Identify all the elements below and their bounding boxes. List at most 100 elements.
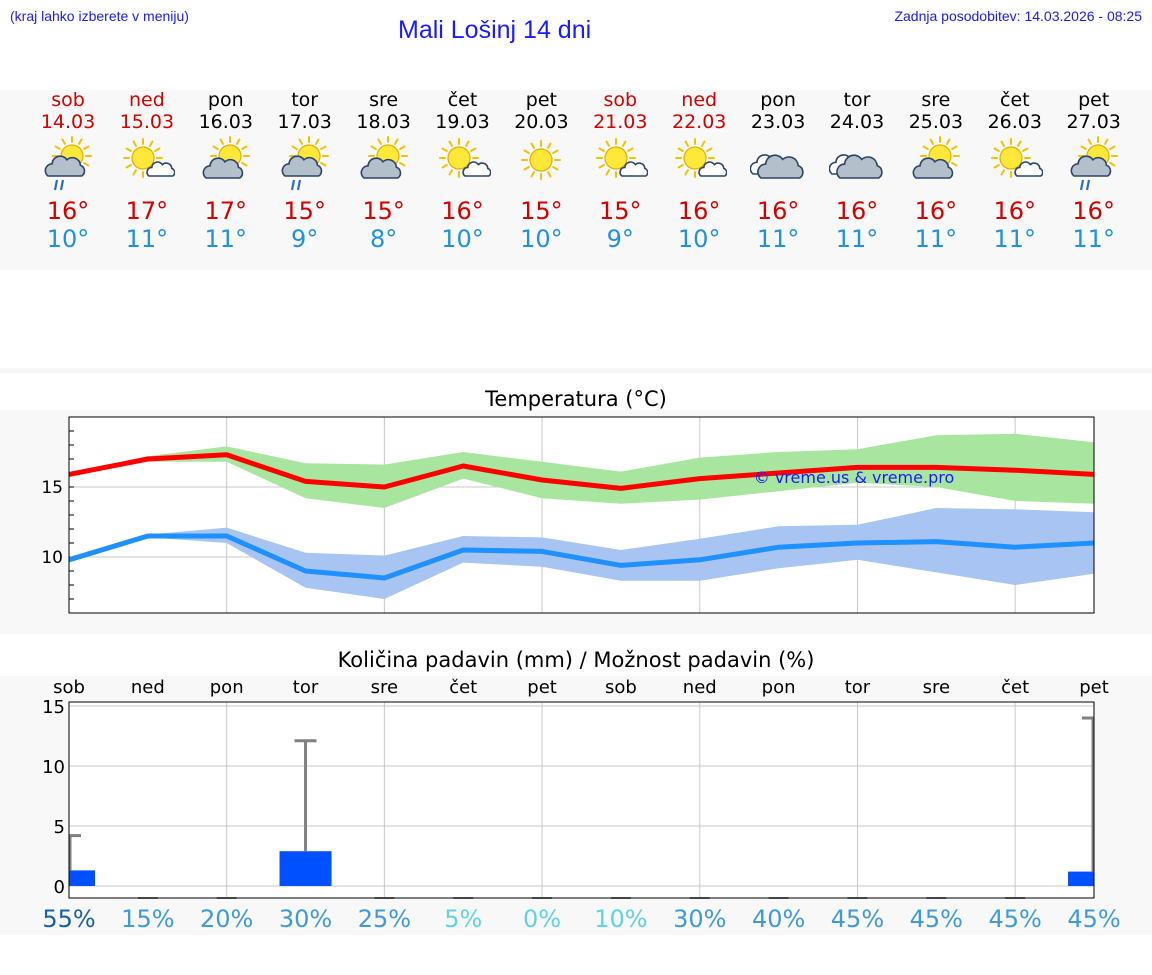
cloud-shape <box>757 154 804 179</box>
max-temp: 16° <box>441 197 484 225</box>
sun-ray <box>83 162 90 167</box>
data-point-max <box>462 465 464 467</box>
day-date: 18.03 <box>356 111 411 133</box>
day-name: sob <box>51 89 85 111</box>
cloud-shape <box>281 155 322 177</box>
watermark: © vreme.us & vreme.pro <box>754 468 955 487</box>
sun-ray <box>627 147 634 152</box>
day-date: 22.03 <box>671 111 727 133</box>
temperature-chart: 10 15 © vreme.us & vreme.pro <box>41 416 1095 614</box>
last-update: Zadnja posodobitev: 14.03.2026 - 08:25 <box>894 8 1142 24</box>
sun-cloud-rain-icon <box>1070 136 1118 191</box>
x-tick-label: čet <box>449 677 477 698</box>
rain-drop <box>59 179 65 191</box>
cloud-shape <box>146 161 175 177</box>
x-tick-label: ned <box>131 677 165 698</box>
sun-ray <box>291 145 298 150</box>
sun-ray <box>441 164 448 169</box>
data-point-min <box>699 559 701 561</box>
x-tick-label: pet <box>527 677 557 698</box>
sun-ray <box>677 164 685 169</box>
day-name: čet <box>1000 89 1030 111</box>
sun-ray <box>598 147 606 152</box>
rain-drop <box>53 179 59 191</box>
sun-ray <box>448 140 453 147</box>
sun-ray <box>951 162 958 167</box>
data-point-max <box>778 472 780 474</box>
max-temp: 16° <box>993 197 1037 225</box>
x-tick-label: ned <box>683 677 717 698</box>
min-temp: 10° <box>441 225 484 253</box>
sun-ray <box>132 140 137 147</box>
precip-probability: 40% <box>752 905 805 933</box>
sun-disc <box>131 146 155 170</box>
x-tick-label: sre <box>371 677 398 698</box>
data-point-max <box>699 478 701 480</box>
sun-ray <box>298 138 303 145</box>
precip-probability: 0% <box>523 905 561 933</box>
sun-ray <box>530 171 536 178</box>
day-name: pon <box>760 89 796 111</box>
max-temp: 15° <box>362 197 405 225</box>
sun-ray <box>125 147 132 152</box>
max-temp: 16° <box>1072 197 1115 225</box>
sun-ray <box>83 145 90 150</box>
sun-ray <box>530 142 536 149</box>
sun-ray <box>929 138 934 145</box>
sun-ray <box>1000 169 1005 176</box>
cloud-shape <box>836 154 883 179</box>
precip-probability: 5% <box>444 905 482 933</box>
sun-ray <box>441 147 448 152</box>
day-date: 15.03 <box>119 111 175 133</box>
sun-cloud-icon <box>912 136 960 179</box>
sun-icon <box>521 140 562 180</box>
sun-disc <box>999 146 1023 170</box>
sun-ray <box>125 164 132 169</box>
day-name: pet <box>525 89 557 111</box>
precip-chart: sob ned pon tor sre čet pet sob ned pon tor sre čet p… <box>42 677 1121 933</box>
max-temp: 16° <box>46 197 90 225</box>
y-tick-label: 10 <box>41 548 63 568</box>
cloudy-icon <box>750 154 804 179</box>
precip-probability: 55% <box>42 905 95 933</box>
y-tick-label: 15 <box>42 697 65 718</box>
precip-probability: 25% <box>358 905 411 933</box>
min-temp: 11° <box>204 225 248 253</box>
data-point-max <box>1014 469 1016 471</box>
min-temp: 11° <box>993 225 1037 253</box>
min-temp: 9° <box>291 225 319 253</box>
max-temp: 15° <box>599 197 642 225</box>
sun-ray <box>377 138 382 145</box>
sun-ray <box>398 145 406 150</box>
precip-bar <box>1068 871 1094 886</box>
data-point-min <box>305 570 307 572</box>
rain-drop <box>290 179 295 191</box>
max-temp: 16° <box>914 197 958 225</box>
sun-ray <box>235 138 241 145</box>
day-name: sre <box>369 89 399 111</box>
sun-ray <box>993 147 1000 152</box>
precip-bar <box>279 851 332 886</box>
x-tick-label: čet <box>1001 677 1029 698</box>
sun-ray <box>148 140 154 147</box>
sun-ray <box>54 145 61 150</box>
max-temp: 17° <box>125 197 169 225</box>
data-point-min <box>856 542 858 544</box>
series-band-max <box>69 433 1094 508</box>
day-date: 27.03 <box>1066 111 1121 133</box>
precip-probability: 30% <box>279 905 332 933</box>
data-point-max <box>383 486 385 488</box>
day-date: 14.03 <box>40 111 96 133</box>
sun-ray <box>1000 140 1005 147</box>
min-temp: 11° <box>914 225 958 253</box>
day-name: čet <box>447 89 478 111</box>
forecast-strip-background <box>0 90 1152 270</box>
sun-ray <box>684 140 690 147</box>
min-temp: 9° <box>606 225 634 253</box>
sun-small-cloud-icon <box>122 138 175 178</box>
x-tick-label: tor <box>845 677 871 698</box>
sun-ray <box>677 147 685 152</box>
data-point-min <box>620 564 622 566</box>
sun-ray <box>398 162 406 167</box>
rain-drop <box>1085 179 1090 191</box>
